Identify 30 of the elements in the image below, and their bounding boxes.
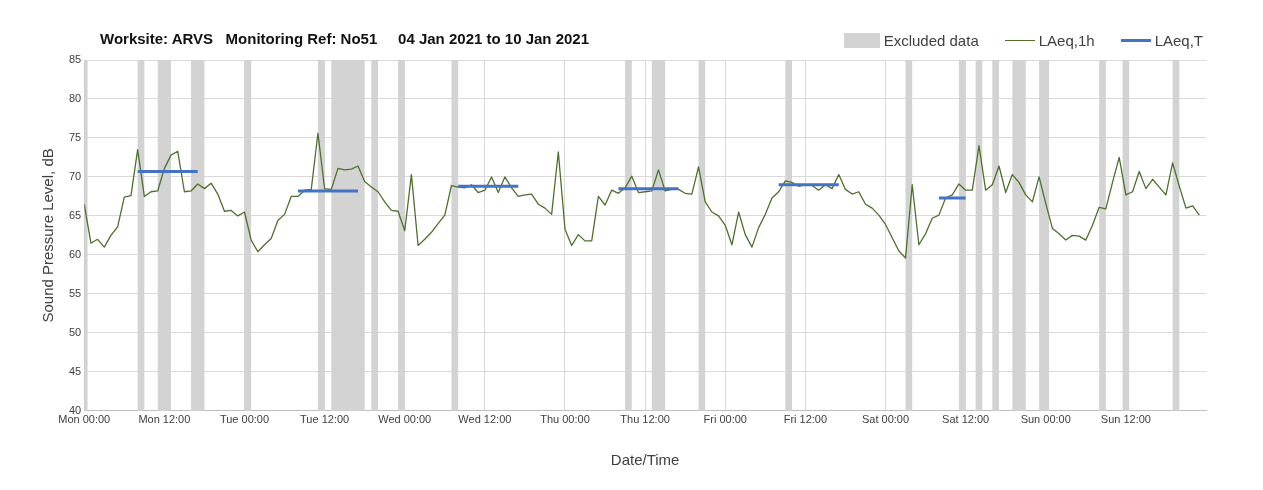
legend-label: LAeq,T [1154,32,1203,49]
y-tick-label: 80 [68,92,82,105]
y-tick-label: 65 [68,208,82,221]
x-tick-label: Sat 00:00 [861,413,910,426]
y-axis-title: Sound Pressure Level, dB [39,148,57,323]
y-tick-label: 85 [68,53,82,66]
y-tick-label: 70 [68,169,82,182]
x-tick-label: Fri 00:00 [703,413,747,426]
x-tick-label: Wed 00:00 [378,413,432,426]
y-tick-label: 55 [68,286,82,299]
y-tick-label: 60 [68,247,82,260]
x-tick-label: Mon 12:00 [138,413,191,426]
x-tick-label: Sun 00:00 [1020,413,1071,426]
x-tick-label: Sat 12:00 [942,413,990,426]
x-tick-label: Tue 12:00 [300,413,350,426]
x-tick-label: Fri 12:00 [783,413,828,426]
x-tick-label: Sun 12:00 [1100,413,1151,426]
x-tick-label: Wed 12:00 [458,413,512,426]
y-tick-label: 50 [68,325,82,338]
x-tick-label: Thu 00:00 [540,413,590,426]
legend-label: LAeq,1h [1038,32,1095,49]
chart-title: Worksite: ARVS Monitoring Ref: No51 04 Jan 2021 to 10 Jan 2021 [100,30,590,47]
x-tick-label: Mon 00:00 [58,413,111,426]
y-tick-label: 40 [68,403,82,416]
legend-label: Excluded data [883,32,979,49]
y-tick-label: 45 [68,364,82,377]
x-axis-title: Date/Time [610,451,680,469]
x-tick-label: Thu 12:00 [620,413,670,426]
y-tick-label: 75 [68,130,82,143]
x-tick-label: Tue 00:00 [219,413,270,426]
